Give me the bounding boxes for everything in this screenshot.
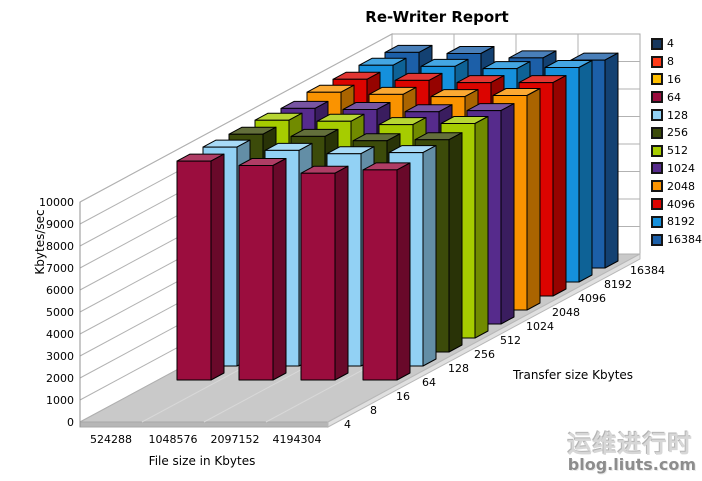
y-axis-title: Kbytes/sec <box>33 209 47 275</box>
svg-text:3000: 3000 <box>46 350 74 363</box>
legend-swatch <box>651 233 663 246</box>
legend: 4 8 16 64 128 256 512 1024 2048 4096 8192 16384 <box>651 35 702 249</box>
watermark-text: 运维进行时 <box>567 430 693 459</box>
legend-swatch <box>651 37 663 50</box>
svg-text:5000: 5000 <box>46 306 74 319</box>
svg-text:256: 256 <box>474 348 495 361</box>
y-axis: 0 1000 2000 3000 4000 5000 6000 7000 8000 9000 100… <box>39 196 81 429</box>
legend-item-16384: 16384 <box>651 231 702 249</box>
svg-text:2000: 2000 <box>46 372 74 385</box>
svg-text:64: 64 <box>422 376 436 389</box>
bar-64-524288 <box>176 153 225 381</box>
legend-swatch <box>651 162 663 175</box>
legend-swatch <box>651 144 663 157</box>
legend-item-8192: 8192 <box>651 213 702 231</box>
legend-label: 2048 <box>667 179 695 193</box>
svg-text:8000: 8000 <box>46 240 74 253</box>
legend-item-256: 256 <box>651 124 702 142</box>
bar-64-2097152 <box>300 165 349 381</box>
legend-item-2048: 2048 <box>651 177 702 195</box>
legend-swatch <box>651 73 663 86</box>
svg-text:4: 4 <box>344 418 351 431</box>
legend-item-512: 512 <box>651 142 702 160</box>
legend-label: 256 <box>667 126 688 140</box>
legend-label: 512 <box>667 144 688 158</box>
legend-label: 8192 <box>667 215 695 229</box>
svg-text:16384: 16384 <box>630 264 665 277</box>
svg-text:6000: 6000 <box>46 284 74 297</box>
svg-text:4096: 4096 <box>578 292 606 305</box>
legend-label: 16 <box>667 72 681 86</box>
x-axis-labels: 524288 1048576 2097152 4194304 <box>90 433 322 446</box>
watermark: 运维进行时 blog.liuts.com <box>567 430 696 475</box>
bars <box>176 44 619 381</box>
legend-item-4096: 4096 <box>651 195 702 213</box>
legend-label: 128 <box>667 108 688 122</box>
legend-swatch <box>651 198 663 211</box>
x-axis-title: File size in Kbytes <box>148 454 256 468</box>
depth-axis-title: Transfer size Kbytes <box>512 368 634 382</box>
legend-item-4: 4 <box>651 35 702 53</box>
legend-item-8: 8 <box>651 53 702 71</box>
bar-64-4194304 <box>362 162 411 381</box>
svg-text:1000: 1000 <box>46 394 74 407</box>
svg-text:128: 128 <box>448 362 469 375</box>
watermark-url: blog.liuts.com <box>567 455 696 475</box>
legend-swatch <box>651 109 663 122</box>
legend-label: 4096 <box>667 197 695 211</box>
legend-swatch <box>651 91 663 104</box>
legend-label: 16384 <box>667 233 702 247</box>
svg-text:524288: 524288 <box>90 433 132 446</box>
svg-text:0: 0 <box>67 416 74 429</box>
svg-text:2097152: 2097152 <box>211 433 260 446</box>
svg-text:4000: 4000 <box>46 328 74 341</box>
chart-title: Re-Writer Report <box>365 8 509 26</box>
legend-label: 1024 <box>667 161 695 175</box>
svg-text:8: 8 <box>370 404 377 417</box>
legend-swatch <box>651 126 663 139</box>
legend-swatch <box>651 215 663 228</box>
legend-item-128: 128 <box>651 106 702 124</box>
legend-label: 64 <box>667 90 681 104</box>
legend-swatch <box>651 55 663 68</box>
bar-64-1048576 <box>238 158 287 381</box>
svg-text:2048: 2048 <box>552 306 580 319</box>
svg-text:512: 512 <box>500 334 521 347</box>
legend-item-1024: 1024 <box>651 160 702 178</box>
legend-item-64: 64 <box>651 88 702 106</box>
svg-text:8192: 8192 <box>604 278 632 291</box>
svg-text:10000: 10000 <box>39 196 74 209</box>
legend-label: 8 <box>667 55 674 69</box>
legend-swatch <box>651 180 663 193</box>
svg-text:4194304: 4194304 <box>273 433 322 446</box>
legend-label: 4 <box>667 37 674 51</box>
svg-text:1024: 1024 <box>526 320 554 333</box>
legend-item-16: 16 <box>651 71 702 89</box>
svg-text:9000: 9000 <box>46 218 74 231</box>
svg-text:1048576: 1048576 <box>149 433 198 446</box>
svg-text:7000: 7000 <box>46 262 74 275</box>
svg-text:16: 16 <box>396 390 410 403</box>
